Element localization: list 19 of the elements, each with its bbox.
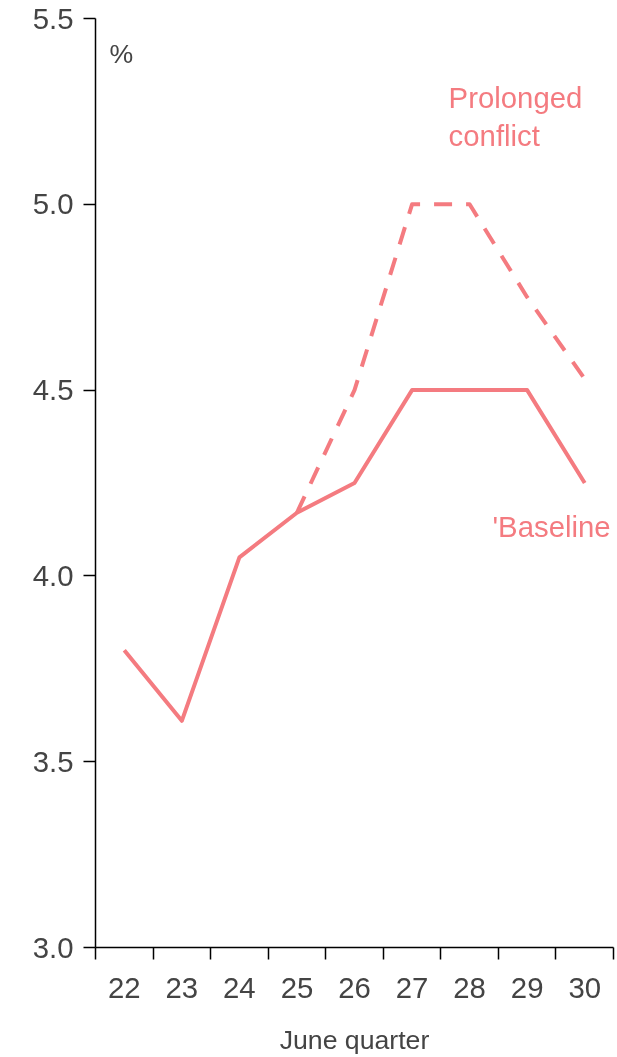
y-tick-label: 4.0: [32, 558, 74, 592]
x-tick-label: 25: [280, 970, 314, 1004]
x-tick-label: 24: [223, 970, 256, 1004]
x-tick-label: 27: [395, 970, 429, 1004]
x-tick-label: 26: [338, 970, 371, 1004]
y-tick-label: 3.0: [32, 930, 74, 964]
x-tick-label: 22: [107, 970, 141, 1004]
series-label: 'Baseline: [492, 510, 611, 543]
series-label: Prolonged conflict: [448, 81, 583, 153]
y-tick-label: 4.5: [32, 373, 74, 407]
x-tick-label: 30: [568, 970, 602, 1004]
x-axis-title: June quarter: [279, 1024, 430, 1055]
y-tick-label: 3.5: [32, 744, 74, 778]
x-tick-label: 28: [453, 970, 486, 1004]
y-tick-label: 5.5: [32, 1, 74, 35]
x-tick-label: 29: [510, 970, 544, 1004]
y-axis-title: %: [109, 38, 134, 69]
y-tick-label: 5.0: [32, 187, 74, 221]
x-tick-label: 23: [165, 970, 199, 1004]
